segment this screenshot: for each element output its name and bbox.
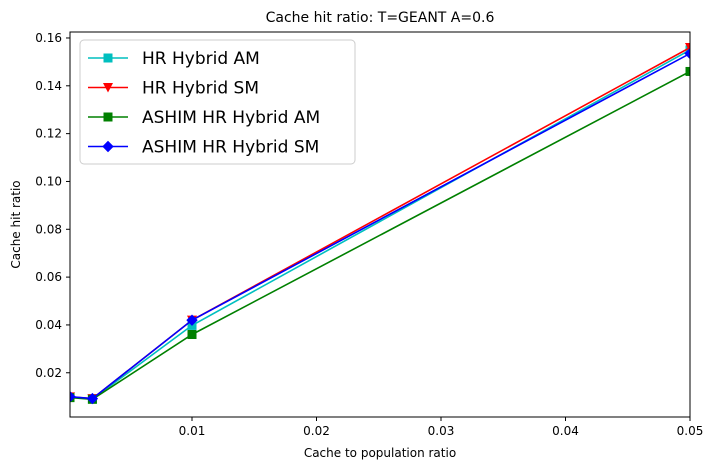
y-tick-label: 0.02: [35, 366, 62, 380]
data-point: [70, 390, 76, 403]
series-line: [70, 70, 690, 401]
plot-frame: [69, 31, 691, 418]
data-point: [103, 53, 113, 63]
data-point: [684, 47, 690, 60]
legend: HR Hybrid AM HR Hybrid SM ASHIM HR Hybrid …: [79, 39, 356, 165]
data-point: [103, 83, 113, 93]
x-tick-label: 0.05: [677, 424, 704, 438]
data-point: [186, 314, 198, 326]
legend-item: HR Hybrid AM: [88, 49, 260, 69]
x-tick-label: 0.01: [179, 424, 206, 438]
x-tick-label: 0.03: [428, 424, 455, 438]
legend-label: ASHIM HR Hybrid SM: [142, 138, 319, 158]
legend-label: ASHIM HR Hybrid AM: [142, 108, 320, 128]
legend-label: HR Hybrid AM: [142, 49, 260, 69]
y-tick-label: 0.14: [35, 79, 62, 93]
x-tick-label: 0.02: [303, 424, 330, 438]
data-point: [86, 392, 99, 405]
y-tick-label: 0.12: [35, 127, 62, 141]
plot-lines: [70, 43, 690, 405]
x-tick-label: 0.04: [552, 424, 579, 438]
legend-label: HR Hybrid SM: [142, 79, 259, 99]
legend-item: HR Hybrid SM: [88, 79, 259, 99]
legend-item: ASHIM HR Hybrid SM: [88, 138, 319, 158]
y-tick-label: 0.08: [35, 222, 62, 236]
y-tick-label: 0.06: [35, 270, 62, 284]
y-tick-label: 0.16: [35, 31, 62, 45]
data-point: [103, 112, 113, 122]
data-point: [685, 45, 690, 55]
axis-ticks: 0.01 0.02 0.03 0.04 0.05 0.02 0.04 0.06 0.08 0.10…: [35, 31, 703, 438]
series-line: [70, 52, 690, 400]
data-point: [102, 140, 114, 153]
x-axis-label: Cache to population ratio: [304, 446, 456, 460]
y-tick-label: 0.04: [35, 318, 62, 332]
y-tick-label: 0.10: [35, 174, 62, 188]
chart-title: Cache hit ratio: T=GEANT A=0.6: [266, 10, 495, 26]
data-point: [187, 330, 197, 339]
legend-item: ASHIM HR Hybrid AM: [88, 108, 320, 128]
data-point: [685, 66, 690, 76]
legend-box: [79, 39, 356, 165]
y-axis-label: Cache hit ratio: [9, 180, 23, 268]
series-ashim-hr-hybrid-sm: [70, 47, 690, 405]
